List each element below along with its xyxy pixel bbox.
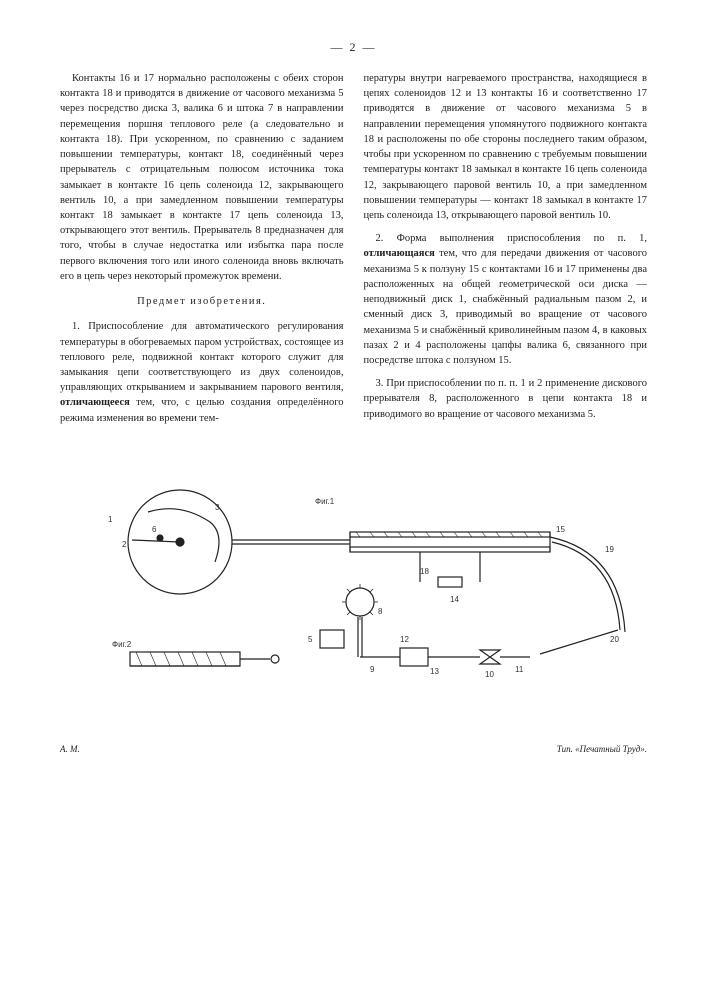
label-11: 11 (515, 665, 524, 674)
label-10: 10 (485, 670, 494, 679)
section-heading: Предмет изобретения. (60, 294, 344, 309)
label-1: 1 (108, 515, 113, 524)
right-p2-pre: 2. Форма выполнения приспособления по п.… (376, 233, 648, 244)
left-para-2: 1. Приспособление для автоматического ре… (60, 319, 344, 426)
left-para-1: Контакты 16 и 17 нормально расположены с… (60, 71, 344, 284)
right-para-2: 2. Форма выполнения приспособления по п.… (364, 231, 648, 368)
footer-right: Тип. «Печатный Труд». (557, 744, 647, 754)
left-column: Контакты 16 и 17 нормально расположены с… (60, 71, 344, 434)
label-8: 8 (378, 607, 383, 616)
fig1-label: Фиг.1 (315, 497, 335, 506)
figure-area: Фиг.1 1 2 3 5 6 8 9 10 11 12 13 14 15 18… (60, 462, 647, 732)
label-5: 5 (308, 635, 313, 644)
label-20: 20 (610, 635, 619, 644)
right-p2-post: тем, что для передачи движения от часово… (364, 248, 648, 366)
label-13: 13 (430, 667, 439, 676)
page-number: — 2 — (60, 40, 647, 55)
left-p2-pre: 1. Приспособление для автоматического ре… (60, 321, 344, 393)
left-p2-bold: отличающееся (60, 397, 130, 408)
label-6: 6 (152, 525, 157, 534)
fig2-label: Фиг.2 (112, 640, 132, 649)
label-14: 14 (450, 595, 459, 604)
technical-drawing: Фиг.1 1 2 3 5 6 8 9 10 11 12 13 14 15 18… (60, 462, 647, 732)
footer-left: А. М. (60, 744, 80, 754)
footer: А. М. Тип. «Печатный Труд». (60, 744, 647, 754)
label-15: 15 (556, 525, 565, 534)
label-19: 19 (605, 545, 614, 554)
right-para-1: пературы внутри нагреваемого пространств… (364, 71, 648, 223)
right-para-3: 3. При приспособлении по п. п. 1 и 2 при… (364, 376, 648, 422)
label-9: 9 (370, 665, 375, 674)
right-column: пературы внутри нагреваемого пространств… (364, 71, 648, 434)
text-columns: Контакты 16 и 17 нормально расположены с… (60, 71, 647, 434)
right-p2-bold: отличающаяся (364, 248, 435, 259)
label-3: 3 (215, 503, 220, 512)
label-18: 18 (420, 567, 429, 576)
label-2: 2 (122, 540, 127, 549)
label-12: 12 (400, 635, 409, 644)
